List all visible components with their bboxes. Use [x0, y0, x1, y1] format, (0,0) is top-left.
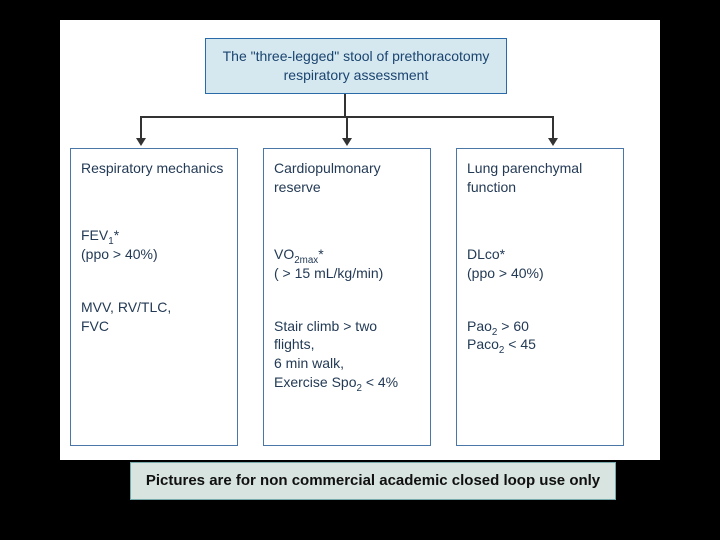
- diagram-canvas: The "three-legged" stool of prethoracoto…: [60, 20, 660, 460]
- diagram-title-box: The "three-legged" stool of prethoracoto…: [205, 38, 507, 94]
- connector-drop-3: [552, 116, 554, 140]
- column-heading: Lung parenchymal function: [467, 159, 613, 197]
- arrowhead-2: [342, 138, 352, 146]
- column-cardiopulmonary-reserve: Cardiopulmonary reserve VO2max*( > 15 mL…: [263, 148, 431, 446]
- connector-drop-2: [346, 116, 348, 140]
- disclaimer-text: Pictures are for non commercial academic…: [146, 472, 600, 489]
- column-heading: Cardiopulmonary reserve: [274, 159, 420, 197]
- column-lung-parenchymal-function: Lung parenchymal function DLco*(ppo > 40…: [456, 148, 624, 446]
- column-respiratory-mechanics: Respiratory mechanics FEV1*(ppo > 40%) M…: [70, 148, 238, 446]
- diagram-title-text: The "three-legged" stool of prethoracoto…: [223, 48, 490, 83]
- column-heading: Respiratory mechanics: [81, 159, 227, 178]
- connector-drop-1: [140, 116, 142, 140]
- column-secondary-metric: Stair climb > two flights,6 min walk,Exe…: [274, 317, 420, 393]
- connector-stem: [344, 94, 346, 116]
- column-secondary-metric: Pao2 > 60Paco2 < 45: [467, 317, 613, 355]
- arrowhead-1: [136, 138, 146, 146]
- column-primary-metric: VO2max*( > 15 mL/kg/min): [274, 245, 420, 283]
- arrowhead-3: [548, 138, 558, 146]
- column-primary-metric: FEV1*(ppo > 40%): [81, 226, 227, 264]
- column-primary-metric: DLco*(ppo > 40%): [467, 245, 613, 283]
- column-secondary-metric: MVV, RV/TLC,FVC: [81, 298, 227, 336]
- disclaimer-box: Pictures are for non commercial academic…: [130, 462, 616, 500]
